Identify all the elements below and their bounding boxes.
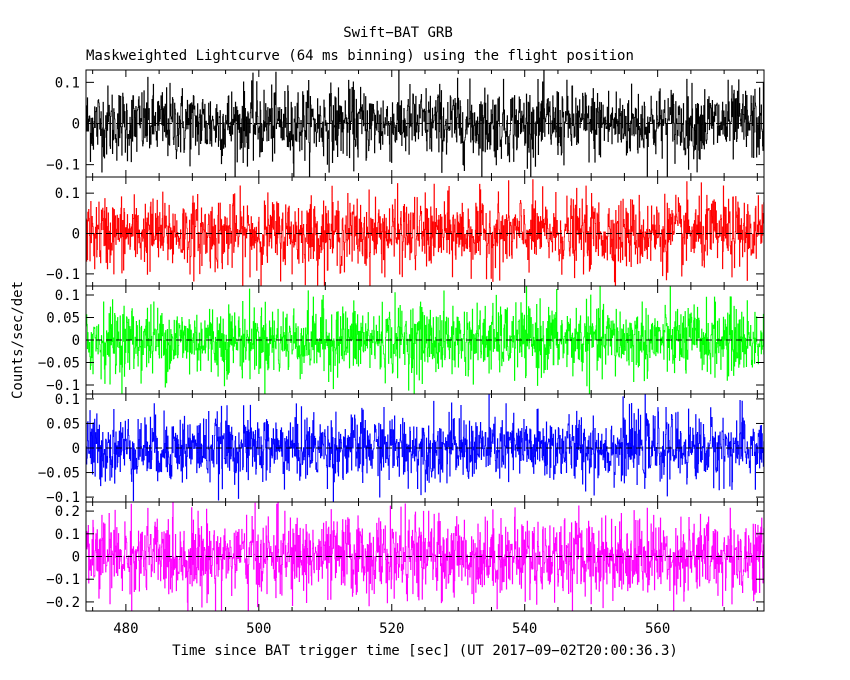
y-tick-label-panel-4: 0.1 xyxy=(55,392,80,408)
x-tick-label: 540 xyxy=(512,621,537,637)
chart-subtitle: Maskweighted Lightcurve (64 ms binning) … xyxy=(86,48,634,64)
y-tick-label-panel-1: −0.1 xyxy=(46,158,80,174)
lightcurve-trace-panel-4 xyxy=(86,394,764,502)
x-axis-label: Time since BAT trigger time [sec] (UT 20… xyxy=(172,643,678,659)
lightcurve-trace-panel-5 xyxy=(86,502,764,611)
y-tick-label-panel-4: 0.05 xyxy=(46,416,80,432)
y-tick-label-panel-2: 0 xyxy=(72,227,80,243)
y-tick-label-panel-5: 0.1 xyxy=(55,527,80,543)
y-tick-label-panel-1: 0.1 xyxy=(55,75,80,91)
y-tick-label-panel-2: −0.1 xyxy=(46,267,80,283)
y-tick-label-panel-1: 0 xyxy=(72,117,80,133)
y-tick-label-panel-5: 0 xyxy=(72,550,80,566)
panels-group: 0.10−0.10.10−0.10.10.050−0.05−0.10.10.05… xyxy=(38,69,765,637)
y-tick-label-panel-4: −0.1 xyxy=(46,490,80,506)
y-tick-label-panel-3: 0.1 xyxy=(55,288,80,304)
y-tick-label-panel-5: 0.2 xyxy=(55,504,80,520)
y-tick-label-panel-2: 0.1 xyxy=(55,186,80,202)
x-tick-label: 480 xyxy=(113,621,138,637)
y-tick-label-panel-4: −0.05 xyxy=(38,466,80,482)
x-tick-label: 520 xyxy=(379,621,404,637)
chart-title: Swift−BAT GRB xyxy=(343,25,453,41)
y-tick-label-panel-3: 0 xyxy=(72,333,80,349)
y-tick-label-panel-3: 0.05 xyxy=(46,311,80,327)
y-tick-label-panel-4: 0 xyxy=(72,441,80,457)
y-tick-label-panel-3: −0.1 xyxy=(46,378,80,394)
x-tick-label: 560 xyxy=(645,621,670,637)
lightcurve-trace-panel-3 xyxy=(86,286,764,394)
lightcurve-trace-panel-2 xyxy=(86,179,764,286)
lightcurve-trace-panel-1 xyxy=(86,70,764,177)
y-tick-label-panel-5: −0.2 xyxy=(46,595,80,611)
y-tick-label-panel-3: −0.05 xyxy=(38,356,80,372)
y-tick-label-panel-5: −0.1 xyxy=(46,572,80,588)
x-tick-label: 500 xyxy=(246,621,271,637)
y-axis-label: Counts/sec/det xyxy=(10,281,26,399)
